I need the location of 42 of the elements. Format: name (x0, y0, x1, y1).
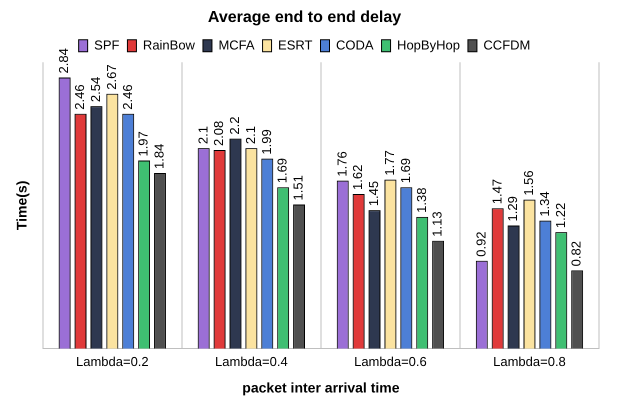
data-label: 1.45 (366, 180, 382, 206)
data-label: 2.1 (242, 126, 258, 144)
x-tick-label: Lambda=0.6 (354, 354, 427, 369)
data-label: 1.69 (398, 158, 413, 184)
data-label: 2.08 (211, 120, 226, 146)
data-label: 1.97 (136, 131, 151, 157)
data-label: 1.84 (152, 144, 167, 169)
data-label: 1.56 (521, 170, 536, 196)
data-label: 1.29 (505, 196, 520, 222)
data-label: 2.1 (195, 126, 210, 144)
legend-label: SPF (94, 37, 120, 52)
legend-label: HopByHop (397, 37, 460, 52)
data-label: 2.54 (88, 76, 104, 102)
x-axis-title: packet inter arrival time (242, 379, 400, 396)
data-label: 2.46 (72, 84, 88, 110)
data-label: 1.99 (258, 129, 274, 155)
data-label: 1.62 (350, 164, 366, 190)
data-label: 2.67 (104, 64, 119, 90)
data-label: 0.82 (568, 241, 584, 266)
data-label: 1.77 (382, 150, 398, 176)
x-tick-label: Lambda=0.8 (493, 354, 566, 369)
data-label: 1.69 (274, 158, 290, 184)
data-label: 1.38 (414, 188, 429, 213)
data-label: 2.84 (56, 48, 72, 74)
data-label: 1.22 (552, 202, 568, 228)
data-label: 2.46 (120, 84, 135, 110)
data-label: 1.34 (536, 191, 552, 217)
data-label: 1.51 (290, 175, 306, 200)
data-label: 1.76 (334, 151, 350, 177)
data-label: 0.92 (473, 231, 488, 257)
legend-label: CODA (336, 37, 374, 52)
chart-title: Average end to end delay (208, 9, 402, 26)
legend-label: RainBow (142, 37, 196, 52)
data-label: 2.2 (227, 116, 242, 135)
data-label: 1.13 (430, 211, 445, 237)
legend-label: MCFA (218, 37, 255, 52)
x-tick-label: Lambda=0.2 (76, 354, 149, 369)
legend-label: CCFDM (483, 37, 530, 52)
legend-label: ESRT (278, 37, 313, 52)
y-axis-title: Time(s) (13, 180, 30, 230)
x-tick-label: Lambda=0.4 (215, 354, 288, 369)
data-label: 1.47 (489, 178, 504, 204)
